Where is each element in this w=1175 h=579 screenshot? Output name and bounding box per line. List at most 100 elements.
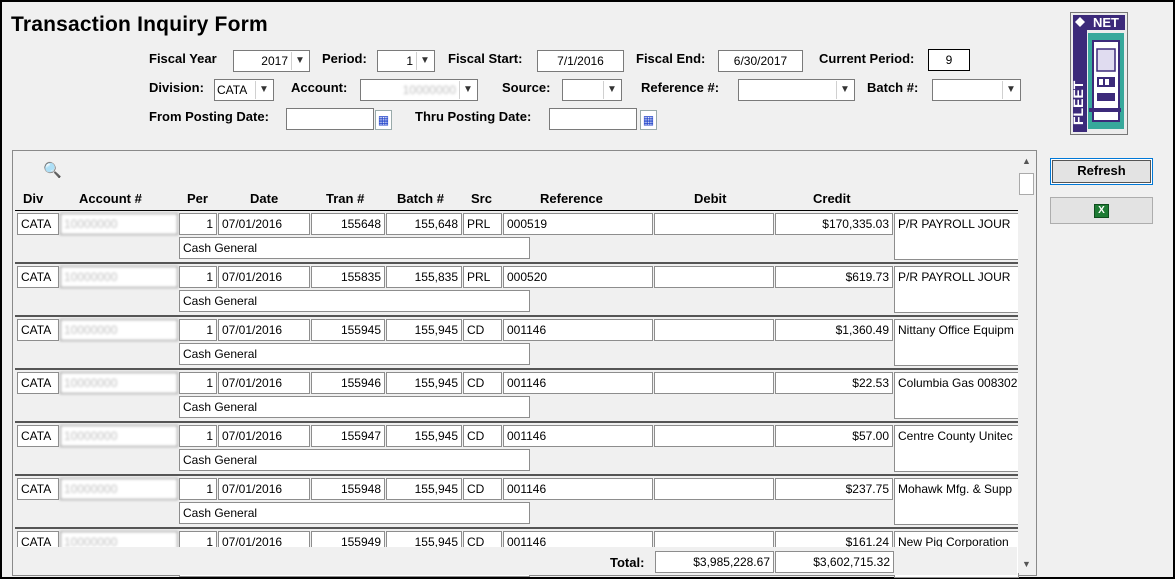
cell-reference[interactable]: 000520 bbox=[503, 266, 653, 288]
grid-vertical-scrollbar[interactable]: ▲ ▼ bbox=[1018, 153, 1035, 573]
chevron-down-icon[interactable]: ▼ bbox=[1002, 81, 1019, 99]
cell-account[interactable]: 10000000 bbox=[60, 213, 178, 235]
reference-select[interactable]: ▼ bbox=[738, 79, 855, 101]
scroll-down-icon[interactable]: ▼ bbox=[1022, 559, 1031, 569]
cell-account-name[interactable]: Cash General bbox=[179, 396, 530, 418]
cell-batch[interactable]: 155,835 bbox=[386, 266, 462, 288]
cell-reference[interactable]: 001146 bbox=[503, 372, 653, 394]
cell-description[interactable]: P/R PAYROLL JOUR bbox=[894, 266, 1019, 313]
cell-batch[interactable]: 155,945 bbox=[386, 319, 462, 341]
from-posting-date-field[interactable] bbox=[286, 108, 374, 130]
binoculars-icon[interactable]: 🔍 bbox=[43, 162, 62, 179]
current-period-field[interactable]: 9 bbox=[928, 49, 970, 71]
division-select[interactable]: CATA ▼ bbox=[214, 79, 274, 101]
cell-account-name[interactable]: Cash General bbox=[179, 343, 530, 365]
cell-account-name[interactable]: Cash General bbox=[179, 290, 530, 312]
cell-src[interactable]: CD bbox=[463, 372, 502, 394]
cell-date[interactable]: 07/01/2016 bbox=[218, 425, 310, 447]
fiscal-start-field[interactable]: 7/1/2016 bbox=[537, 50, 624, 72]
cell-date[interactable]: 07/01/2016 bbox=[218, 478, 310, 500]
batch-select[interactable]: ▼ bbox=[932, 79, 1021, 101]
cell-debit[interactable] bbox=[654, 478, 774, 500]
cell-account[interactable]: 10000000 bbox=[60, 478, 178, 500]
cell-description[interactable]: P/R PAYROLL JOUR bbox=[894, 213, 1019, 260]
cell-src[interactable]: PRL bbox=[463, 266, 502, 288]
export-excel-button[interactable]: X bbox=[1050, 197, 1153, 224]
cell-debit[interactable] bbox=[654, 372, 774, 394]
cell-per[interactable]: 1 bbox=[179, 213, 217, 235]
cell-credit[interactable]: $1,360.49 bbox=[775, 319, 893, 341]
cell-account-name[interactable]: Cash General bbox=[179, 502, 530, 524]
cell-div[interactable]: CATA bbox=[17, 478, 59, 500]
cell-per[interactable]: 1 bbox=[179, 319, 217, 341]
cell-credit[interactable]: $22.53 bbox=[775, 372, 893, 394]
scroll-up-icon[interactable]: ▲ bbox=[1022, 156, 1031, 166]
cell-batch[interactable]: 155,945 bbox=[386, 425, 462, 447]
period-select[interactable]: 1 ▼ bbox=[377, 50, 435, 72]
cell-account[interactable]: 10000000 bbox=[60, 266, 178, 288]
chevron-down-icon[interactable]: ▼ bbox=[459, 81, 476, 99]
cell-description[interactable]: Centre County Unitec bbox=[894, 425, 1019, 472]
fiscal-end-field[interactable]: 6/30/2017 bbox=[718, 50, 803, 72]
source-select[interactable]: ▼ bbox=[562, 79, 622, 101]
cell-description[interactable]: Columbia Gas 008302 bbox=[894, 372, 1019, 419]
cell-date[interactable]: 07/01/2016 bbox=[218, 213, 310, 235]
calendar-icon[interactable]: ▦ bbox=[640, 110, 657, 130]
cell-credit[interactable]: $619.73 bbox=[775, 266, 893, 288]
cell-div[interactable]: CATA bbox=[17, 425, 59, 447]
cell-reference[interactable]: 001146 bbox=[503, 478, 653, 500]
cell-tran[interactable]: 155648 bbox=[311, 213, 385, 235]
cell-description[interactable]: Mohawk Mfg. & Supp bbox=[894, 478, 1019, 525]
cell-batch[interactable]: 155,648 bbox=[386, 213, 462, 235]
cell-src[interactable]: PRL bbox=[463, 213, 502, 235]
cell-reference[interactable]: 001146 bbox=[503, 319, 653, 341]
cell-tran[interactable]: 155946 bbox=[311, 372, 385, 394]
cell-date[interactable]: 07/01/2016 bbox=[218, 372, 310, 394]
cell-per[interactable]: 1 bbox=[179, 266, 217, 288]
cell-account[interactable]: 10000000 bbox=[60, 372, 178, 394]
cell-tran[interactable]: 155947 bbox=[311, 425, 385, 447]
cell-debit[interactable] bbox=[654, 213, 774, 235]
cell-per[interactable]: 1 bbox=[179, 372, 217, 394]
cell-date[interactable]: 07/01/2016 bbox=[218, 319, 310, 341]
cell-credit[interactable]: $57.00 bbox=[775, 425, 893, 447]
cell-div[interactable]: CATA bbox=[17, 213, 59, 235]
cell-batch[interactable]: 155,945 bbox=[386, 372, 462, 394]
cell-batch[interactable]: 155,945 bbox=[386, 478, 462, 500]
chevron-down-icon[interactable]: ▼ bbox=[291, 52, 308, 70]
cell-account[interactable]: 10000000 bbox=[60, 425, 178, 447]
cell-tran[interactable]: 155948 bbox=[311, 478, 385, 500]
cell-account-name[interactable]: Cash General bbox=[179, 449, 530, 471]
cell-description[interactable]: Nittany Office Equipm bbox=[894, 319, 1019, 366]
cell-debit[interactable] bbox=[654, 319, 774, 341]
thru-posting-date-field[interactable] bbox=[549, 108, 637, 130]
refresh-button[interactable]: Refresh bbox=[1050, 158, 1153, 185]
cell-src[interactable]: CD bbox=[463, 319, 502, 341]
account-select[interactable]: 10000000 ▼ bbox=[360, 79, 478, 101]
cell-div[interactable]: CATA bbox=[17, 372, 59, 394]
cell-debit[interactable] bbox=[654, 425, 774, 447]
cell-date[interactable]: 07/01/2016 bbox=[218, 266, 310, 288]
cell-per[interactable]: 1 bbox=[179, 478, 217, 500]
cell-account-name[interactable]: Cash General bbox=[179, 237, 530, 259]
chevron-down-icon[interactable]: ▼ bbox=[416, 52, 433, 70]
cell-credit[interactable]: $170,335.03 bbox=[775, 213, 893, 235]
cell-src[interactable]: CD bbox=[463, 425, 502, 447]
chevron-down-icon[interactable]: ▼ bbox=[603, 81, 620, 99]
chevron-down-icon[interactable]: ▼ bbox=[255, 81, 272, 99]
cell-div[interactable]: CATA bbox=[17, 266, 59, 288]
cell-tran[interactable]: 155835 bbox=[311, 266, 385, 288]
chevron-down-icon[interactable]: ▼ bbox=[836, 81, 853, 99]
cell-account[interactable]: 10000000 bbox=[60, 319, 178, 341]
cell-per[interactable]: 1 bbox=[179, 425, 217, 447]
cell-reference[interactable]: 000519 bbox=[503, 213, 653, 235]
cell-src[interactable]: CD bbox=[463, 478, 502, 500]
cell-div[interactable]: CATA bbox=[17, 319, 59, 341]
cell-tran[interactable]: 155945 bbox=[311, 319, 385, 341]
scroll-thumb[interactable] bbox=[1019, 173, 1034, 195]
calendar-icon[interactable]: ▦ bbox=[375, 110, 392, 130]
cell-debit[interactable] bbox=[654, 266, 774, 288]
fiscal-year-select[interactable]: 2017 ▼ bbox=[233, 50, 310, 72]
cell-credit[interactable]: $237.75 bbox=[775, 478, 893, 500]
cell-reference[interactable]: 001146 bbox=[503, 425, 653, 447]
